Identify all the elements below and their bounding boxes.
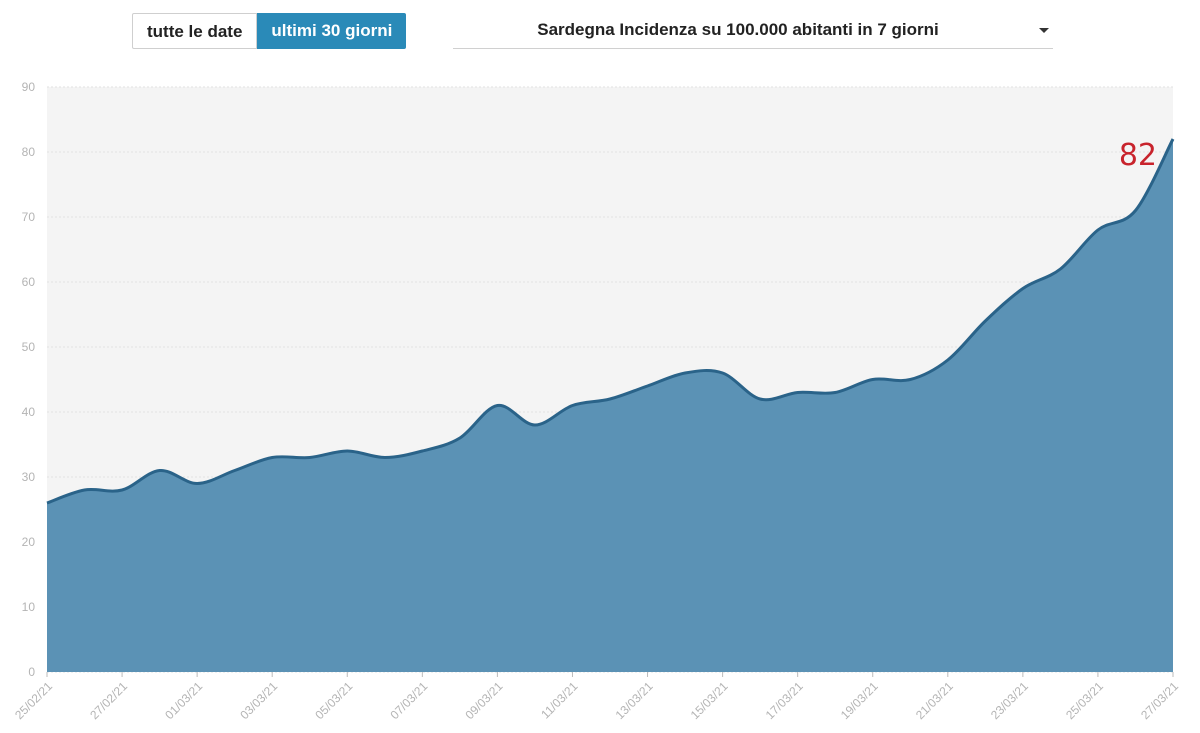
x-tick-label: 15/03/21 — [688, 679, 731, 722]
x-tick-label: 03/03/21 — [237, 679, 280, 722]
x-tick-label: 13/03/21 — [613, 679, 656, 722]
last-value-label: 82 — [1119, 138, 1157, 173]
y-tick-label: 0 — [28, 665, 35, 679]
date-range-toggle: tutte le date ultimi 30 giorni — [132, 13, 407, 49]
last-30-days-button[interactable]: ultimi 30 giorni — [257, 13, 407, 49]
y-tick-label: 10 — [22, 600, 36, 614]
y-axis: 0 10 20 30 40 50 60 70 80 90 — [22, 80, 36, 679]
metric-select-value: Sardegna Incidenza su 100.000 abitanti i… — [537, 20, 939, 39]
x-tick-label: 11/03/21 — [538, 679, 581, 722]
y-tick-label: 50 — [22, 340, 36, 354]
y-tick-label: 30 — [22, 470, 36, 484]
x-tick-label: 27/03/21 — [1138, 679, 1181, 722]
x-tick-label: 19/03/21 — [838, 679, 881, 722]
caret-down-icon — [1039, 28, 1049, 33]
incidence-area — [47, 139, 1173, 672]
x-tick-label: 21/03/21 — [913, 679, 956, 722]
y-tick-label: 70 — [22, 210, 36, 224]
x-tick-label: 25/03/21 — [1063, 679, 1106, 722]
metric-select[interactable]: Sardegna Incidenza su 100.000 abitanti i… — [453, 13, 1053, 49]
x-tick-label: 01/03/21 — [162, 679, 205, 722]
x-tick-label: 09/03/21 — [463, 679, 506, 722]
x-tick-label: 17/03/21 — [763, 679, 806, 722]
x-axis: 25/02/21 27/02/21 01/03/21 03/03/21 05/03/21… — [12, 672, 1181, 722]
y-tick-label: 90 — [22, 80, 36, 94]
x-tick-label: 27/02/21 — [87, 679, 130, 722]
x-tick-label: 23/03/21 — [988, 679, 1031, 722]
y-tick-label: 20 — [22, 535, 36, 549]
x-tick-label: 05/03/21 — [312, 679, 355, 722]
y-tick-label: 60 — [22, 275, 36, 289]
y-tick-label: 80 — [22, 145, 36, 159]
x-tick-label: 25/02/21 — [12, 679, 55, 722]
all-dates-button[interactable]: tutte le date — [132, 13, 258, 49]
x-tick-label: 07/03/21 — [387, 679, 430, 722]
incidence-line — [46, 138, 1175, 505]
y-tick-label: 40 — [22, 405, 36, 419]
